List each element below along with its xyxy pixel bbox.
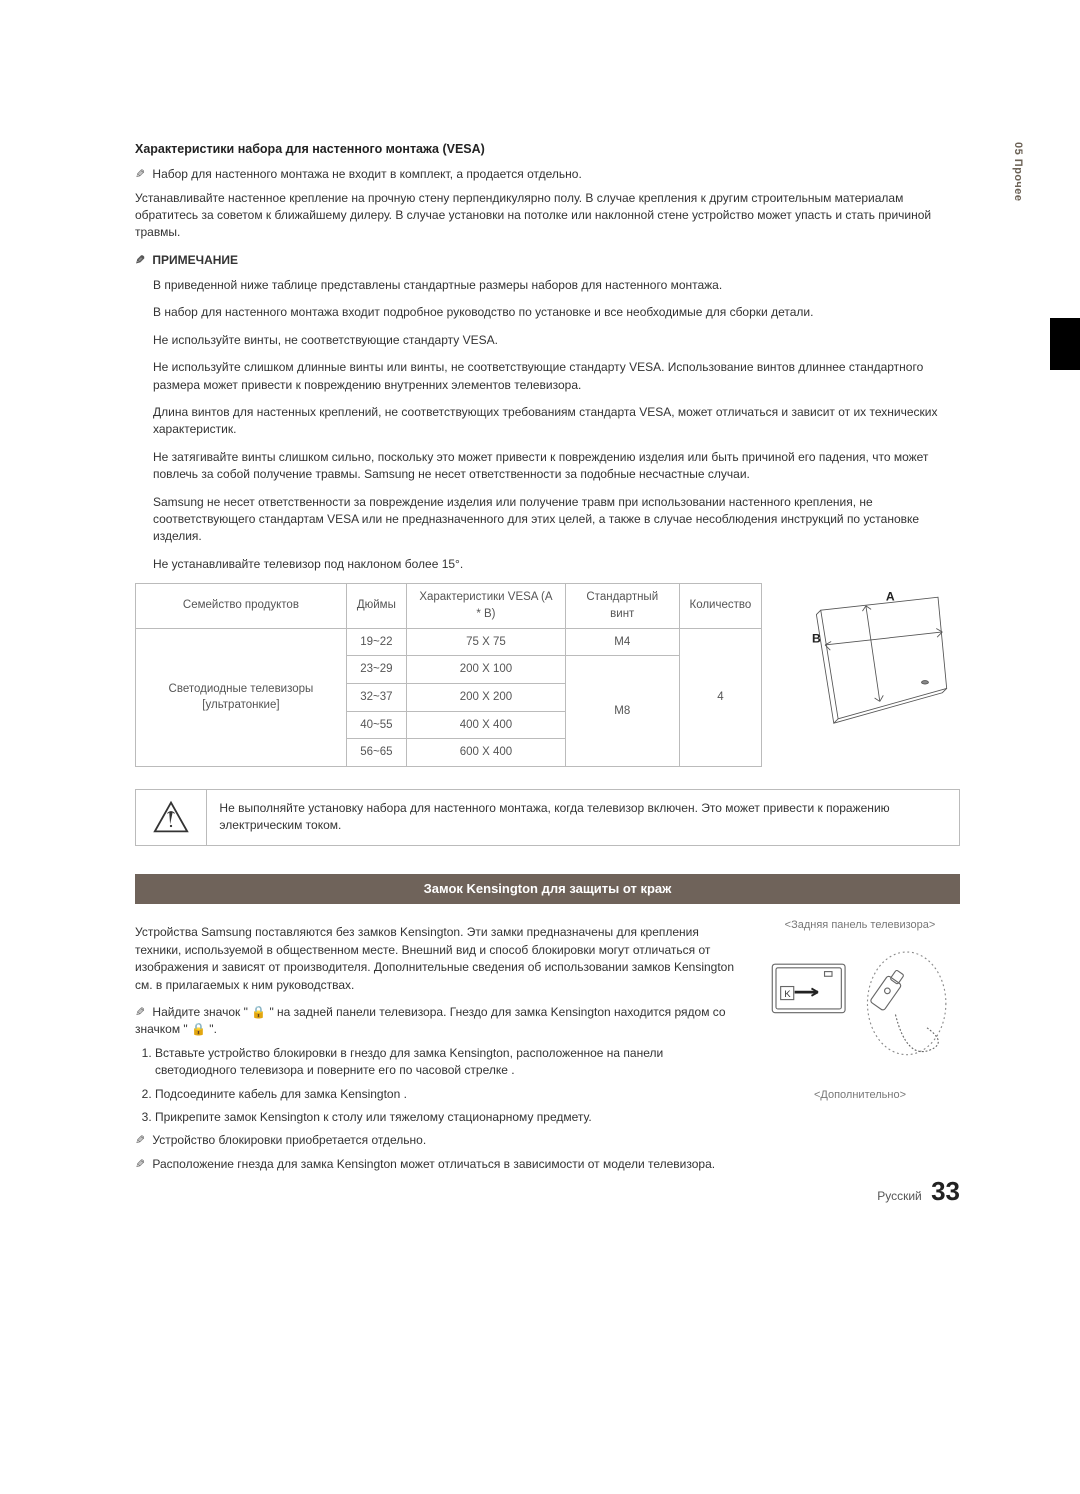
bullet-list: В приведенной ниже таблице представлены … (135, 277, 960, 573)
svg-text:K: K (784, 989, 791, 999)
warning-text: Не выполняйте установку набора для насте… (207, 790, 959, 845)
th-family: Семейство продуктов (136, 584, 347, 628)
step-item: Вставьте устройство блокировки в гнездо … (155, 1045, 740, 1080)
note-icon (135, 1133, 149, 1147)
note-text: Устройство блокировки приобретается отде… (152, 1133, 426, 1147)
diagram-label-b: B (812, 632, 821, 646)
th-vesa: Характеристики VESA (A * B) (406, 584, 565, 628)
cell-screw-m8: M8 (566, 656, 680, 767)
bullet-item: Не затягивайте винты слишком сильно, пос… (153, 449, 960, 484)
warning-box: Не выполняйте установку набора для насте… (135, 789, 960, 846)
bullet-item: В набор для настенного монтажа входит по… (153, 304, 960, 321)
note-icon (135, 253, 149, 267)
bullet-item: Не устанавливайте телевизор под наклоном… (153, 556, 960, 573)
kensington-steps: Вставьте устройство блокировки в гнездо … (135, 1045, 740, 1127)
footer-page-number: 33 (931, 1176, 960, 1206)
cell-qty: 4 (679, 628, 762, 766)
footer-lang: Русский (877, 1189, 922, 1203)
page-footer: Русский 33 (877, 1173, 960, 1211)
vesa-spec-table: Семейство продуктов Дюймы Характеристики… (135, 583, 762, 767)
kensington-figure: <Задняя панель телевизора> K (760, 918, 960, 1179)
warning-icon (136, 790, 207, 845)
figure-label-rear: <Задняя панель телевизора> (760, 918, 960, 934)
bullet-item: Не используйте слишком длинные винты или… (153, 359, 960, 394)
cell-family: Светодиодные телевизоры [ультратонкие] (136, 628, 347, 766)
th-qty: Количество (679, 584, 762, 628)
note-heading-text: ПРИМЕЧАНИЕ (152, 253, 238, 267)
step-item: Подсоедините кабель для замка Kensington… (155, 1086, 740, 1103)
vesa-tv-diagram: A B (786, 583, 960, 733)
bullet-item: Не используйте винты, не соответствующие… (153, 332, 960, 349)
bullet-item: В приведенной ниже таблице представлены … (153, 277, 960, 294)
cell-vesa: 200 X 200 (406, 683, 565, 711)
cell-inches: 19~22 (346, 628, 406, 656)
thumb-index (1050, 318, 1080, 370)
note-icon (135, 1157, 149, 1171)
th-screw: Стандартный винт (566, 584, 680, 628)
section-title: Характеристики набора для настенного мон… (135, 140, 960, 158)
note-text: Найдите значок " 🔒 " на задней панели те… (135, 1005, 726, 1036)
kensington-note-find: Найдите значок " 🔒 " на задней панели те… (135, 1004, 740, 1039)
cell-vesa: 600 X 400 (406, 739, 565, 767)
note-text: Расположение гнезда для замка Kensington… (152, 1157, 715, 1171)
cell-vesa: 400 X 400 (406, 711, 565, 739)
note-icon (135, 1005, 149, 1019)
cell-screw: M4 (566, 628, 680, 656)
note-icon (135, 167, 149, 181)
note-kit-sold-separately: Набор для настенного монтажа не входит в… (135, 166, 960, 183)
kensington-intro: Устройства Samsung поставляются без замк… (135, 924, 740, 994)
install-paragraph: Устанавливайте настенное крепление на пр… (135, 190, 960, 242)
cell-vesa: 75 X 75 (406, 628, 565, 656)
bullet-item: Длина винтов для настенных креплений, не… (153, 404, 960, 439)
cell-inches: 32~37 (346, 683, 406, 711)
diagram-label-a: A (886, 590, 895, 604)
figure-label-optional: <Дополнительно> (760, 1088, 960, 1104)
note-heading: ПРИМЕЧАНИЕ (135, 252, 960, 269)
kensington-note-location: Расположение гнезда для замка Kensington… (135, 1156, 740, 1173)
cell-inches: 56~65 (346, 739, 406, 767)
bullet-item: Samsung не несет ответственности за повр… (153, 494, 960, 546)
cell-inches: 23~29 (346, 656, 406, 684)
cell-inches: 40~55 (346, 711, 406, 739)
kensington-banner: Замок Kensington для защиты от краж (135, 874, 960, 905)
step-item: Прикрепите замок Kensington к столу или … (155, 1109, 740, 1126)
th-inches: Дюймы (346, 584, 406, 628)
note-text: Набор для настенного монтажа не входит в… (152, 167, 581, 181)
cell-vesa: 200 X 100 (406, 656, 565, 684)
side-tab: 05 Прочее (1009, 142, 1025, 201)
kensington-note-separate: Устройство блокировки приобретается отде… (135, 1132, 740, 1149)
